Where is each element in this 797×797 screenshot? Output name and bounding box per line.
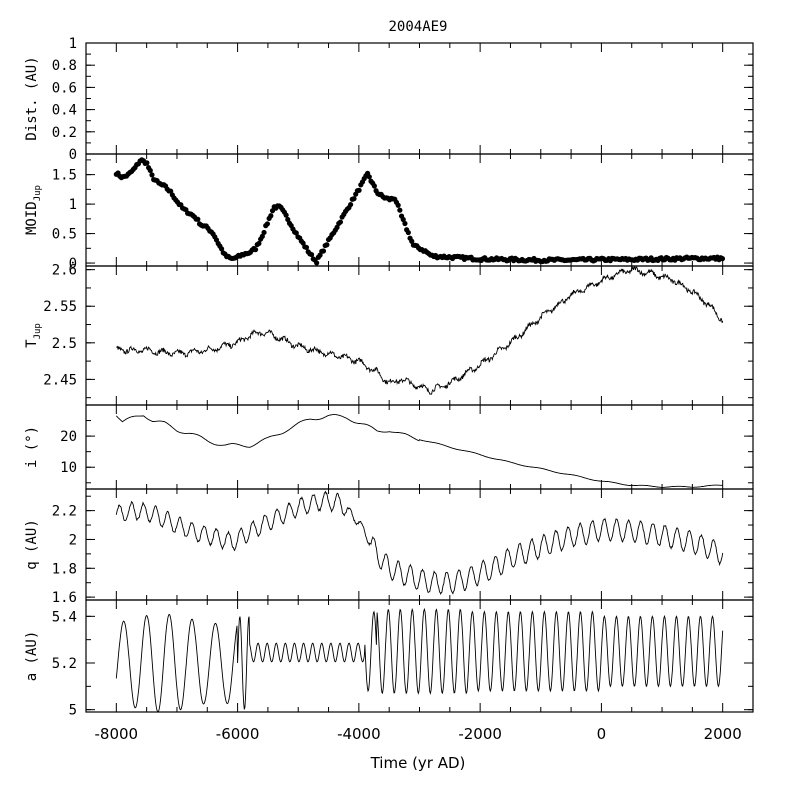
data-point [252,247,259,253]
data-point [283,212,289,218]
y-tick-label: 5.2 [52,656,77,672]
data-point [402,220,408,227]
y-tick-label: 0 [69,147,77,163]
data-point [268,213,274,219]
y-tick-label: 2.6 [52,263,77,279]
y-tick-label: 2.5 [52,336,77,352]
y-axis-label-subscript: Jup [33,323,43,339]
data-point [348,201,354,208]
x-axis-label: Time (yr AD) [370,754,466,772]
y-tick-label: 0.4 [52,103,77,119]
y-axis-label-subscript: Jup [33,185,43,201]
panel-frame [85,42,754,155]
data-point [147,167,153,174]
panel-moid: 0 0.5 1 1.5 MOIDJup [24,153,754,272]
data-point [195,216,201,222]
x-tick-label: -8000 [95,725,139,743]
y-tick-label: 0.6 [52,80,77,96]
y-tick-label: 2 [69,532,77,548]
data-point [395,202,401,208]
series-line [115,414,723,488]
data-point [218,246,225,252]
data-point [308,251,315,258]
y-tick-label: 2.45 [43,372,77,388]
series-line [115,490,724,596]
data-point [405,229,411,236]
panel-frame [85,404,754,490]
y-axis-label: Dist. (AU) [24,56,40,140]
data-point [293,230,299,236]
series-line [116,265,724,395]
y-axis-label: a (AU) [24,631,40,682]
panel-frame [85,265,754,406]
data-point [320,248,327,254]
data-point [303,244,310,251]
y-tick-label: 0.2 [52,125,77,141]
data-point [261,229,267,236]
y-tick-label: 1 [69,197,77,213]
x-tick-label: 0 [597,725,607,743]
data-point [264,221,271,227]
panel-frame [85,488,754,601]
data-point [314,260,320,266]
series-line [115,607,724,713]
y-tick-label: 1.8 [52,561,77,577]
y-tick-label: 1.6 [52,590,77,606]
y-tick-label: 0 [69,256,77,272]
data-point [337,219,344,225]
y-tick-label: 10 [60,460,77,476]
data-point [256,240,262,247]
y-tick-label: 2.2 [52,504,77,520]
y-axis-label: q (AU) [24,519,40,570]
data-point [324,242,330,248]
y-tick-label: 0.8 [52,58,77,74]
x-tick-label: -6000 [216,725,260,743]
y-tick-label: 2.55 [43,299,77,315]
panel-q: 1.6 1.8 2 2.2 q (AU) [24,488,754,606]
data-point [371,183,377,189]
y-axis-label: MOIDJup [24,185,43,235]
data-point [259,233,265,239]
y-axis-label: TJup [24,323,43,348]
y-tick-label: 1 [69,36,77,52]
data-point [719,256,726,262]
y-tick-label: 1.5 [52,168,77,184]
data-point [356,187,362,193]
data-point [351,196,357,202]
data-point [400,216,406,223]
x-tick-label: 2000 [704,725,742,743]
data-point [409,238,415,244]
data-point [397,207,403,213]
panel-dist: 0 0.2 0.4 0.6 0.8 1 Dist. (AU) [24,36,754,163]
x-tick-label: -2000 [458,725,502,743]
chart-title: 2004AE9 [388,19,447,35]
x-tick-label: -4000 [337,725,381,743]
panel-inc: 10 20 i (°) [24,404,754,490]
panel-a: 5 5.2 5.4 a (AU) [24,599,754,719]
data-point [334,224,340,230]
y-axis-label: i (°) [24,426,40,468]
data-point [149,172,155,178]
y-tick-label: 0.5 [52,227,77,243]
y-tick-label: 5.4 [52,609,77,625]
y-tick-label: 5 [69,703,77,719]
panel-tjup: 2.45 2.5 2.55 2.6 TJup [24,263,754,406]
data-point [144,160,150,166]
data-point [366,174,372,180]
y-tick-label: 20 [60,429,77,445]
